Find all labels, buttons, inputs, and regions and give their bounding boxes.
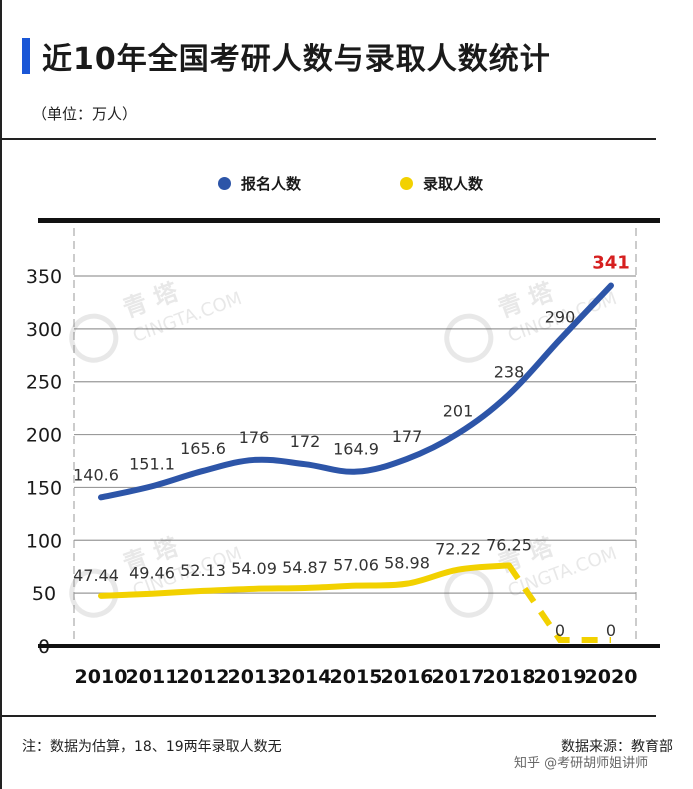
y-tick-label-200: 200 bbox=[26, 425, 62, 447]
data-label-applicants-2020: 341 bbox=[592, 253, 630, 274]
watermark-logo-icon bbox=[444, 313, 494, 363]
data-label-applicants-2017: 201 bbox=[443, 402, 474, 421]
y-tick-label-150: 150 bbox=[26, 477, 62, 499]
y-tick-label-50: 50 bbox=[32, 583, 56, 605]
x-tick-label-2011: 2011 bbox=[126, 666, 179, 688]
y-tick-label-300: 300 bbox=[26, 319, 62, 341]
x-tick-label-2010: 2010 bbox=[75, 666, 128, 688]
data-label-admitted-2013: 54.09 bbox=[231, 559, 277, 578]
legend-label-admitted: 录取人数 bbox=[423, 175, 484, 193]
data-label-applicants-2018: 238 bbox=[494, 362, 525, 381]
data-label-applicants-2012: 165.6 bbox=[180, 439, 226, 458]
data-label-admitted-2018: 76.25 bbox=[486, 535, 532, 554]
watermark-logo-icon bbox=[69, 313, 119, 363]
data-label-admitted-2012: 52.13 bbox=[180, 561, 226, 580]
data-label-admitted-2016: 58.98 bbox=[384, 554, 430, 573]
plot-top-rule bbox=[38, 218, 660, 223]
legend-item-admitted: 录取人数 bbox=[400, 173, 483, 194]
data-label-admitted-2020: 0 bbox=[606, 621, 616, 640]
data-label-applicants-2014: 172 bbox=[290, 432, 321, 451]
footer-divider bbox=[0, 715, 656, 717]
x-tick-label-2016: 2016 bbox=[381, 666, 434, 688]
data-label-applicants-2015: 164.9 bbox=[333, 440, 379, 459]
x-tick-label-2020: 2020 bbox=[585, 666, 638, 688]
data-label-applicants-2013: 176 bbox=[239, 428, 270, 447]
data-label-applicants-2019: 290 bbox=[545, 307, 576, 326]
legend-dot-applicants bbox=[218, 177, 231, 190]
data-label-applicants-2011: 151.1 bbox=[129, 454, 175, 473]
data-label-admitted-2011: 49.46 bbox=[129, 564, 175, 583]
data-label-admitted-2019: 0 bbox=[555, 621, 565, 640]
unit-label: （单位：万人） bbox=[32, 105, 138, 123]
header-divider bbox=[0, 138, 656, 140]
data-label-applicants-2016: 177 bbox=[392, 427, 423, 446]
x-tick-label-2013: 2013 bbox=[228, 666, 281, 688]
legend-dot-admitted bbox=[400, 177, 413, 190]
data-label-admitted-2017: 72.22 bbox=[435, 540, 481, 559]
data-source: 数据来源：教育部 bbox=[561, 739, 673, 755]
y-tick-label-250: 250 bbox=[26, 372, 62, 394]
watermark-logo-icon bbox=[444, 568, 494, 618]
title-accent-bar bbox=[22, 38, 30, 74]
y-tick-label-100: 100 bbox=[26, 530, 62, 552]
y-tick-label-350: 350 bbox=[26, 266, 62, 288]
footnote: 注：数据为估算，18、19两年录取人数无 bbox=[22, 739, 282, 755]
x-tick-label-2015: 2015 bbox=[330, 666, 383, 688]
x-tick-label-2012: 2012 bbox=[177, 666, 230, 688]
series-line-admitted-dashed bbox=[506, 563, 611, 643]
x-tick-label-2018: 2018 bbox=[483, 666, 536, 688]
x-tick-label-2014: 2014 bbox=[279, 666, 332, 688]
author-credit: 知乎 @考研胡师姐讲师 bbox=[514, 756, 649, 771]
legend-item-applicants: 报名人数 bbox=[218, 173, 301, 194]
data-label-applicants-2010: 140.6 bbox=[73, 465, 119, 484]
watermark-logo-icon bbox=[69, 568, 119, 618]
data-label-admitted-2014: 54.87 bbox=[282, 558, 328, 577]
series-line-applicants bbox=[98, 282, 614, 501]
legend-label-applicants: 报名人数 bbox=[241, 175, 302, 193]
data-label-admitted-2015: 57.06 bbox=[333, 556, 379, 575]
x-tick-label-2017: 2017 bbox=[432, 666, 485, 688]
chart-title: 近10年全国考研人数与录取人数统计 bbox=[42, 42, 551, 77]
data-label-admitted-2010: 47.44 bbox=[73, 566, 119, 585]
x-tick-label-2019: 2019 bbox=[534, 666, 587, 688]
frame-left-border bbox=[0, 0, 2, 789]
